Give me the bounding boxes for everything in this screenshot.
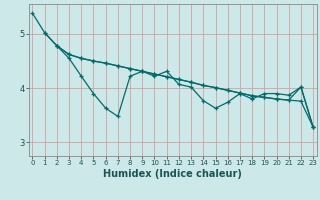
X-axis label: Humidex (Indice chaleur): Humidex (Indice chaleur): [103, 169, 242, 179]
